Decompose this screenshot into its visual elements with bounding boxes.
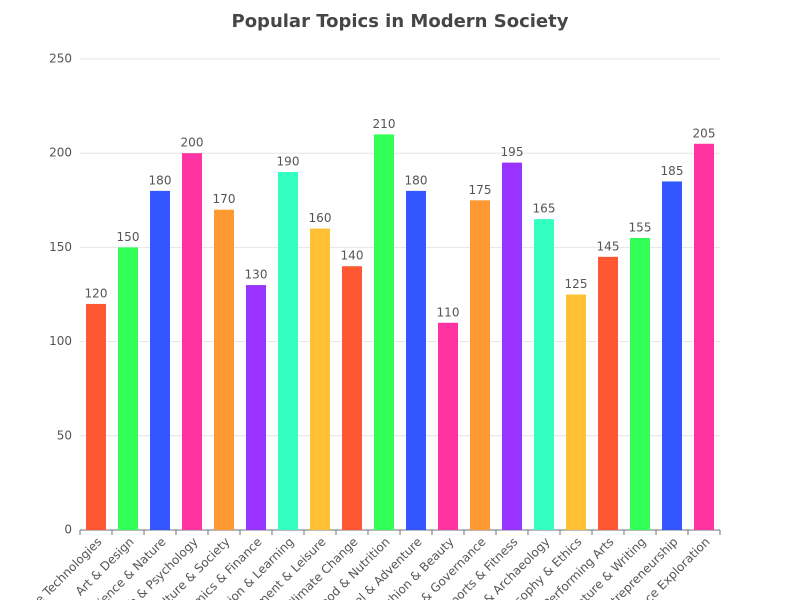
value-label: 185 [661, 164, 684, 178]
value-label: 195 [501, 145, 524, 159]
bar [438, 322, 458, 530]
y-tick-label: 50 [57, 428, 72, 442]
bar [150, 190, 170, 530]
value-label: 190 [277, 155, 300, 169]
bar [246, 285, 266, 530]
value-label: 180 [149, 173, 172, 187]
bar [566, 294, 586, 530]
bar [406, 190, 426, 530]
bar [630, 237, 650, 531]
value-label: 200 [181, 136, 204, 150]
value-label: 210 [373, 117, 396, 131]
bar [118, 247, 138, 530]
bar [278, 172, 298, 531]
value-label: 130 [245, 268, 268, 282]
bar [502, 162, 522, 530]
bar [86, 303, 106, 530]
y-tick-label: 150 [49, 240, 72, 254]
value-label: 160 [309, 211, 332, 225]
value-label: 175 [469, 183, 492, 197]
value-label: 155 [629, 220, 652, 234]
bar [182, 153, 202, 530]
bar [598, 256, 618, 530]
value-label: 120 [85, 286, 108, 300]
value-label: 205 [693, 126, 716, 140]
bar [694, 143, 714, 530]
bar [662, 181, 682, 530]
bar [310, 228, 330, 530]
y-tick-label: 200 [49, 146, 72, 160]
value-label: 125 [565, 277, 588, 291]
value-label: 145 [597, 239, 620, 253]
bar [470, 200, 490, 531]
value-label: 180 [405, 173, 428, 187]
value-label: 110 [437, 305, 460, 319]
bar [534, 219, 554, 530]
chart-title: Popular Topics in Modern Society [232, 11, 569, 32]
value-label: 150 [117, 230, 140, 244]
y-tick-label: 0 [64, 523, 72, 537]
bar [342, 266, 362, 530]
value-label: 140 [341, 249, 364, 263]
y-tick-label: 250 [49, 52, 72, 66]
bar [214, 209, 234, 530]
value-label: 165 [533, 202, 556, 216]
value-label: 170 [213, 192, 236, 206]
y-tick-label: 100 [49, 334, 72, 348]
bar [374, 134, 394, 531]
